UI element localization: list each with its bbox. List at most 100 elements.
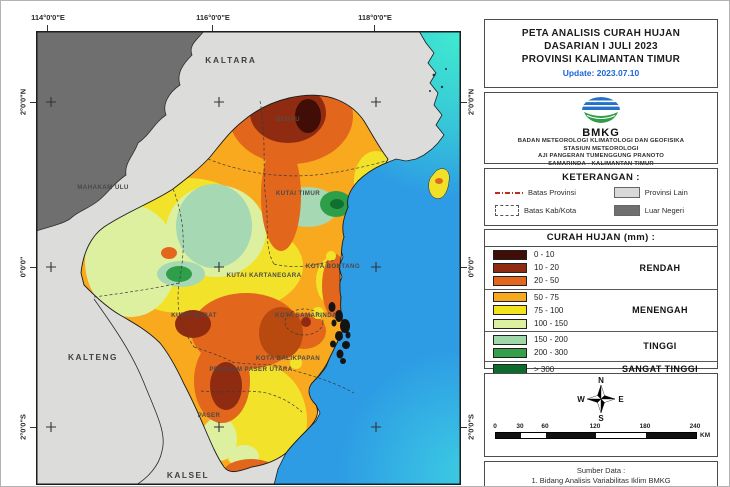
mahakam-delta <box>328 302 351 364</box>
label-kalteng: KALTENG <box>68 352 118 362</box>
scale-bar-row: KM <box>495 432 711 439</box>
keterangan-grid: Batas Provinsi Provinsi Lain Batas Kab/K… <box>485 183 717 216</box>
rainfall-category-label: TINGGI <box>643 341 677 352</box>
compass-rose: N E S W <box>577 376 624 422</box>
coord-label-top-116e: 116°0'0"E <box>196 13 230 22</box>
district-boundaries <box>93 100 387 413</box>
label-kota-samarinda: KOTA SAMARINDA <box>275 312 337 319</box>
compass-south: S <box>598 414 604 422</box>
label-kutai-barat: KUTAI BARAT <box>171 312 217 319</box>
rainfall-range: 150 - 200 <box>534 335 568 345</box>
label-kutai-kartanegara: KUTAI KARTANEGARA <box>227 272 302 279</box>
rainfall-entry: 100 - 150 <box>485 317 603 330</box>
rainfall-range: 20 - 50 <box>534 276 559 286</box>
scale-bar: 0 30 60 120 180 240 KM <box>493 423 711 439</box>
tick-mark <box>30 102 36 103</box>
coord-label-right-0: 0°0'0" <box>466 256 476 278</box>
label-paser: PASER <box>198 412 221 419</box>
coord-label-top-118e: 118°0'0"E <box>358 13 392 22</box>
graticule-crosses <box>46 97 381 432</box>
label-mahakam-ulu: MAHAKAM ULU <box>77 184 129 191</box>
rainfall-swatch <box>493 334 527 345</box>
agency-line3: AJI PANGERAN TUMENGGUNG PRANOTO <box>537 153 665 160</box>
scale-tick-row: 0 30 60 120 180 240 <box>493 423 707 431</box>
rainfall-legend-panel: CURAH HUJAN (mm) : 0 - 10 10 - 20 20 - 50 R… <box>484 229 718 375</box>
map-frame <box>36 31 461 485</box>
batas-provinsi-label: Batas Provinsi <box>528 188 576 197</box>
rainfall-swatch <box>493 305 527 316</box>
scale-bar-segments <box>495 432 697 439</box>
rainfall-swatch <box>493 262 527 273</box>
rainfall-entry: 75 - 100 <box>485 304 603 317</box>
rainfall-entry: 10 - 20 <box>485 261 603 274</box>
tick-mark <box>461 267 467 268</box>
source-panel: Sumber Data : 1. Bidang Analisis Variabi… <box>484 461 718 486</box>
coord-label-top-114e: 114°0'0"E <box>31 13 65 22</box>
rainfall-legend-title: CURAH HUJAN (mm) : <box>485 232 717 247</box>
rainfall-range: 100 - 150 <box>534 319 568 329</box>
agency-panel: BMKG BADAN METEOROLOGI KLIMATOLOGI DAN G… <box>484 92 718 167</box>
tick-mark <box>461 102 467 103</box>
rainfall-swatch <box>493 275 527 286</box>
rainfall-entry: 20 - 50 <box>485 274 603 287</box>
luar-negeri-label: Luar Negeri <box>644 206 684 215</box>
scale-tick: 180 <box>639 423 651 430</box>
rainfall-swatch <box>493 347 527 358</box>
scale-tick: 120 <box>589 423 601 430</box>
rainfall-swatch <box>493 249 527 260</box>
keterangan-batas-kabkota: Batas Kab/Kota <box>495 205 614 216</box>
islands <box>428 68 450 199</box>
coord-label-left-0: 0°0'0" <box>18 256 28 278</box>
keterangan-batas-provinsi: Batas Provinsi <box>495 187 614 198</box>
provinsi-lain-label: Provinsi Lain <box>644 188 688 197</box>
rainfall-map: KALTARA MAHAKAM ULU BERAU KUTAI TIMUR KU… <box>36 31 461 485</box>
keterangan-panel: KETERANGAN : Batas Provinsi Provinsi Lai… <box>484 168 718 226</box>
title-panel: PETA ANALISIS CURAH HUJAN DASARIAN I JUL… <box>484 19 718 88</box>
rainfall-groups: 0 - 10 10 - 20 20 - 50 RENDAH 50 - 75 75 - 10… <box>485 247 717 377</box>
label-penajam-paser-utara: PENAJAM PASER UTARA <box>209 366 292 373</box>
rainfall-entry: 0 - 10 <box>485 248 603 261</box>
rainfall-range: 0 - 10 <box>534 250 555 260</box>
scale-tick: 30 <box>516 423 524 430</box>
province-outline <box>80 94 389 473</box>
label-kaltara: KALTARA <box>205 55 256 65</box>
agency-line4: SAMARINDA - KALIMANTAN TIMUR <box>548 160 654 167</box>
label-kalsel: KALSEL <box>167 470 209 480</box>
province-boundary-line <box>93 298 164 485</box>
batas-provinsi-symbol <box>495 191 523 194</box>
tick-mark <box>374 25 375 31</box>
rainfall-group: 0 - 10 10 - 20 20 - 50 RENDAH <box>485 247 717 290</box>
compass-north: N <box>598 376 604 385</box>
tick-mark <box>212 25 213 31</box>
rainfall-range: > 300 <box>534 364 555 374</box>
luar-negeri-swatch <box>613 205 640 216</box>
agency-line2: STASIUN METEOROLOGI <box>563 145 639 152</box>
rainfall-entry: 50 - 75 <box>485 291 603 304</box>
map-title-line3: PROVINSI KALIMANTAN TIMUR <box>521 54 681 65</box>
keterangan-provinsi-lain: Provinsi Lain <box>613 187 711 198</box>
rainfall-range: 10 - 20 <box>534 263 559 273</box>
bmkg-logo <box>582 97 620 123</box>
keterangan-title: KETERANGAN : <box>562 172 640 183</box>
label-kutai-timur: KUTAI TIMUR <box>276 190 320 197</box>
rainfall-range: 50 - 75 <box>534 292 559 302</box>
rainfall-swatch <box>493 292 527 303</box>
batas-kabkota-symbol <box>495 205 519 216</box>
source-line1: 1. Bidang Analisis Variabilitas Iklim BM… <box>531 476 671 485</box>
tick-mark <box>30 267 36 268</box>
scale-tick: 240 <box>689 423 701 430</box>
batas-kabkota-label: Batas Kab/Kota <box>524 206 577 215</box>
rainfall-entry: 150 - 200 <box>485 333 603 346</box>
rainfall-group: 50 - 75 75 - 100 100 - 150 MENENGAH <box>485 290 717 333</box>
coord-label-right-2s: 2°0'0"S <box>466 414 476 440</box>
coord-label-left-2s: 2°0'0"S <box>18 414 28 440</box>
scale-unit: KM <box>700 432 711 439</box>
label-berau: BERAU <box>276 116 300 123</box>
provinsi-lain-swatch <box>613 187 640 198</box>
foreign-country-area <box>36 31 205 232</box>
compass-west: W <box>577 395 585 404</box>
rainfall-category-label: RENDAH <box>639 262 681 273</box>
map-title-line2: DASARIAN I JULI 2023 <box>544 41 658 52</box>
agency-brand: BMKG <box>582 127 620 139</box>
